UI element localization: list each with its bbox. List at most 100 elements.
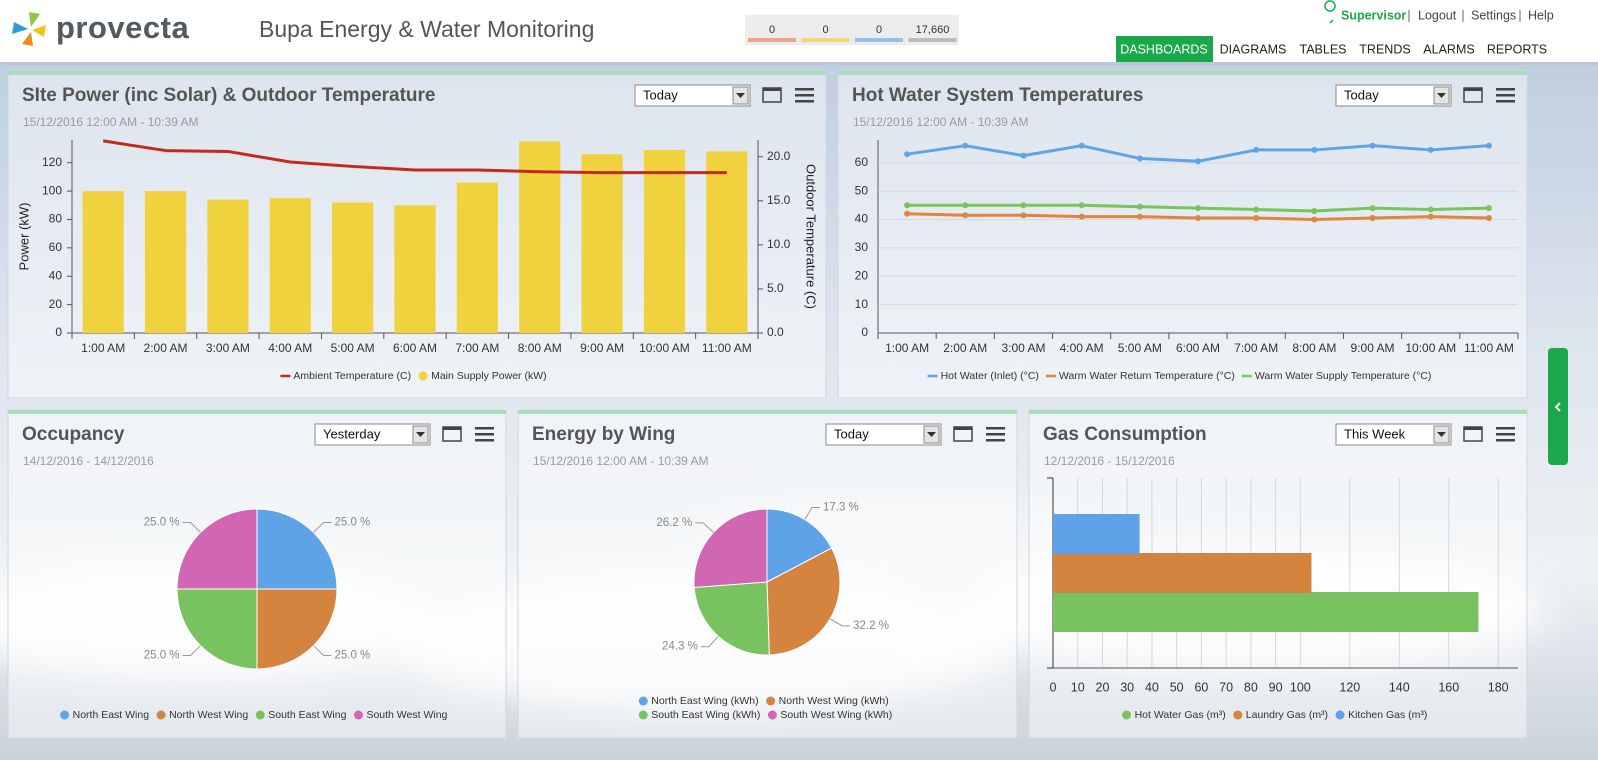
menu-button[interactable] [1496, 94, 1515, 97]
nav-item[interactable]: DIAGRAMS [1220, 42, 1287, 56]
point [1136, 203, 1143, 210]
menu-button[interactable] [475, 427, 494, 430]
y2-tick-label: 5.0 [767, 281, 784, 295]
logo-text: provecta [56, 10, 189, 45]
legend-label[interactable]: North East Wing [73, 709, 150, 721]
period-dropdown[interactable] [314, 423, 431, 446]
maximize-bar [1464, 88, 1482, 91]
menu-button[interactable] [1496, 427, 1515, 430]
counter-value: 17,660 [916, 24, 950, 36]
pie-slice [256, 508, 338, 590]
data-label: 25.0 % [144, 517, 180, 529]
legend-label[interactable]: Main Supply Power (kW) [431, 370, 547, 382]
panel-title: Energy by Wing [532, 424, 675, 445]
point [1369, 142, 1376, 149]
panel-accent [8, 71, 826, 75]
legend-label[interactable]: Ambient Temperature (C) [293, 370, 411, 382]
point [1369, 205, 1376, 212]
menu-button[interactable] [475, 439, 494, 442]
nav-item[interactable]: DASHBOARDS [1120, 42, 1208, 56]
leader-line [313, 645, 332, 656]
point [1078, 202, 1085, 209]
panel-subtitle: 12/12/2016 - 15/12/2016 [1044, 454, 1175, 468]
nav-item[interactable]: TABLES [1299, 42, 1346, 56]
pie-slice [176, 508, 258, 590]
menu-button[interactable] [1496, 88, 1515, 91]
dropdown-arrow [736, 93, 745, 98]
menu-button[interactable] [795, 88, 814, 91]
menu-button[interactable] [986, 427, 1005, 430]
bar [394, 205, 436, 333]
counter-bar [748, 38, 796, 42]
maximize-bar [954, 427, 972, 430]
period-dropdown[interactable] [1335, 423, 1452, 446]
legend: North East Wing (kWh) North West Wing (kW… [638, 695, 892, 721]
pie-slice [256, 588, 338, 670]
legend-label[interactable]: North West Wing [169, 709, 248, 721]
point [1253, 146, 1260, 153]
menu-button[interactable] [1496, 433, 1515, 436]
legend-marker [156, 710, 166, 720]
menu-button[interactable] [1496, 439, 1515, 442]
nav-item[interactable]: REPORTS [1487, 42, 1547, 56]
legend-label[interactable]: South West Wing (kWh) [780, 709, 892, 721]
panel: SIte Power (inc Solar) & Outdoor Tempera… [7, 70, 827, 399]
legend-label[interactable]: Kitchen Gas (m³) [1348, 709, 1427, 721]
period-dropdown[interactable] [825, 423, 942, 446]
y-tick-label: 60 [855, 155, 869, 169]
menu-button[interactable] [795, 100, 814, 103]
help-link[interactable]: Help [1528, 8, 1554, 22]
leader-line [829, 618, 851, 627]
legend-label[interactable]: North East Wing (kWh) [651, 695, 758, 707]
legend-marker [1335, 710, 1345, 720]
legend-label[interactable]: North West Wing (kWh) [779, 695, 889, 707]
x-tick-label: 6:00 AM [393, 341, 437, 355]
y-tick-label: 120 [42, 155, 62, 169]
panel-title: Hot Water System Temperatures [852, 85, 1143, 106]
settings-link[interactable]: Settings [1471, 8, 1516, 22]
dropdown-arrow [416, 432, 425, 437]
legend-label[interactable]: Hot Water Gas (m³) [1135, 709, 1226, 721]
x-tick-label: 8:00 AM [518, 341, 562, 355]
point [962, 142, 969, 149]
panel: Energy by Wing 15/12/2016 12:00 AM - 10:3… [517, 409, 1018, 739]
x-tick-label: 80 [1244, 680, 1258, 694]
menu-button[interactable] [795, 94, 814, 97]
x-tick-label: 0 [1050, 680, 1057, 694]
menu-button[interactable] [986, 433, 1005, 436]
legend-label[interactable]: Warm Water Return Temperature (°C) [1059, 370, 1235, 382]
logout-link[interactable]: Logout [1418, 8, 1457, 22]
point [1195, 158, 1201, 165]
legend-label[interactable]: Hot Water (Inlet) (°C) [941, 370, 1039, 382]
status-counters: 0 0 0 17,660 [745, 15, 959, 45]
y-tick-label: 40 [855, 212, 869, 226]
x-tick-label: 140 [1389, 680, 1410, 694]
side-drawer-tab[interactable] [1548, 348, 1568, 465]
data-label: 17.3 % [823, 502, 859, 514]
nav-item[interactable]: ALARMS [1423, 42, 1474, 56]
x-tick-label: 60 [1194, 680, 1208, 694]
menu-button[interactable] [475, 433, 494, 436]
menu-button[interactable] [1496, 100, 1515, 103]
period-dropdown[interactable] [634, 84, 751, 107]
dropdown-arrow [1437, 432, 1446, 437]
y2-tick-label: 15.0 [767, 193, 791, 207]
nav-item[interactable]: TRENDS [1359, 42, 1410, 56]
panel-title: Occupancy [22, 424, 125, 445]
y-tick-label: 60 [49, 240, 63, 254]
series-line [102, 139, 727, 175]
panel-subtitle: 15/12/2016 12:00 AM - 10:39 AM [23, 115, 198, 129]
x-tick-label: 9:00 AM [580, 341, 624, 355]
point [1195, 215, 1201, 222]
drawer-chevron [1554, 402, 1561, 412]
legend-label[interactable]: South East Wing (kWh) [651, 709, 760, 721]
menu-button[interactable] [986, 439, 1005, 442]
user-name[interactable]: Supervisor [1341, 8, 1406, 22]
legend-label[interactable]: Laundry Gas (m³) [1246, 709, 1328, 721]
period-dropdown[interactable] [1335, 84, 1452, 107]
bar [581, 154, 623, 333]
legend-label[interactable]: South East Wing [268, 709, 346, 721]
y-tick-label: 30 [855, 240, 869, 254]
legend-label[interactable]: South West Wing [366, 709, 447, 721]
legend-label[interactable]: Warm Water Supply Temperature (°C) [1255, 370, 1432, 382]
